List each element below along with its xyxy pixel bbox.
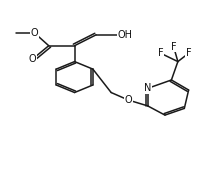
Text: F: F bbox=[171, 41, 176, 52]
Text: O: O bbox=[124, 95, 132, 105]
Text: F: F bbox=[158, 48, 164, 58]
Text: F: F bbox=[186, 48, 191, 58]
Text: O: O bbox=[29, 54, 36, 64]
Text: N: N bbox=[144, 83, 152, 93]
Text: O: O bbox=[31, 28, 39, 38]
Text: OH: OH bbox=[118, 30, 133, 40]
